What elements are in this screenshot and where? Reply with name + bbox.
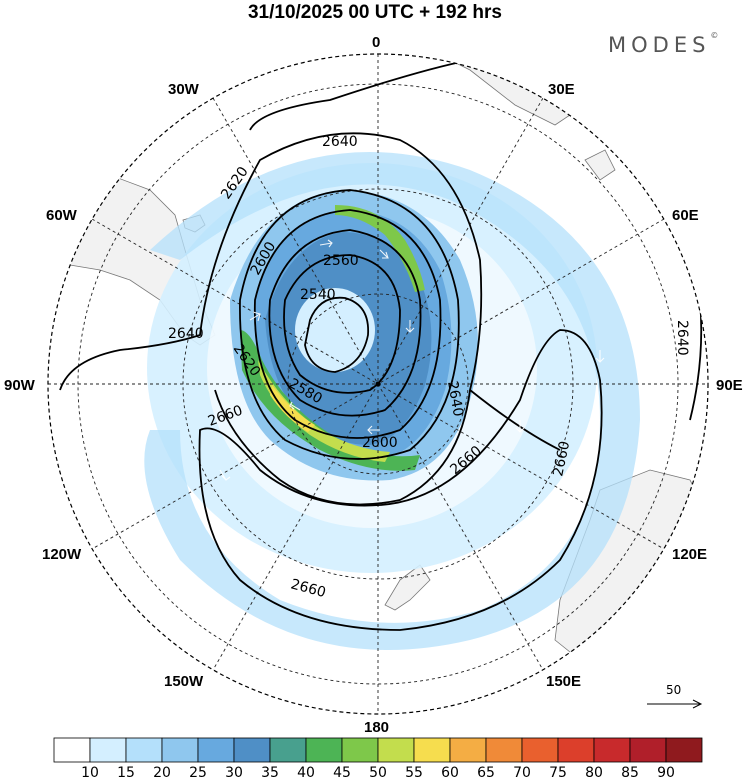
lon-label-180: 180 bbox=[364, 719, 389, 736]
colorbar-swatch bbox=[629, 737, 667, 763]
wind-scale: 50 bbox=[647, 683, 703, 709]
contour-label: 2640 bbox=[322, 134, 358, 150]
colorbar-label: 85 bbox=[621, 765, 639, 781]
contour-2660 bbox=[198, 329, 603, 631]
arrow-right-icon bbox=[647, 699, 703, 709]
lon-label-90w: 90W bbox=[4, 377, 36, 394]
copyright-mark: © bbox=[710, 31, 719, 40]
land-madagascar bbox=[584, 149, 616, 181]
lon-label-60e: 60E bbox=[672, 207, 699, 224]
colorbar-swatch bbox=[341, 737, 379, 763]
colorbar-label: 55 bbox=[405, 765, 423, 781]
colorbar-label: 30 bbox=[225, 765, 243, 781]
colorbar-label: 10 bbox=[81, 765, 99, 781]
map-title: 31/10/2025 00 UTC + 192 hrs bbox=[247, 2, 503, 23]
contour-label: 2640 bbox=[444, 380, 466, 418]
contour-label: 2540 bbox=[300, 287, 336, 303]
colorbar-label: 65 bbox=[477, 765, 495, 781]
colorbar-label: 40 bbox=[297, 765, 315, 781]
contour-label: 2640 bbox=[674, 320, 690, 356]
lon-label-90e: 90E bbox=[716, 377, 743, 394]
lon-label-120e: 120E bbox=[672, 546, 707, 563]
colorbar-label: 70 bbox=[513, 765, 531, 781]
colorbar-swatch bbox=[485, 737, 523, 763]
contour-2600 bbox=[253, 209, 442, 439]
colorbar-label: 75 bbox=[549, 765, 567, 781]
colorbar-swatch bbox=[233, 737, 271, 763]
lon-label-0: 0 bbox=[372, 34, 380, 51]
colorbar-swatch bbox=[197, 737, 235, 763]
brand-name: MODES bbox=[608, 33, 711, 57]
colorbar-swatch bbox=[665, 737, 703, 763]
lon-label-150w: 150W bbox=[164, 673, 204, 690]
map-border bbox=[47, 53, 709, 715]
contour-label: 2560 bbox=[323, 253, 359, 269]
colorbar-swatch bbox=[305, 737, 343, 763]
lon-label-60w: 60W bbox=[46, 207, 78, 224]
lon-label-30e: 30E bbox=[548, 81, 575, 98]
colorbar-swatch bbox=[413, 737, 451, 763]
lon-label-150e: 150E bbox=[546, 673, 581, 690]
brand-logo: MODES© bbox=[608, 31, 719, 57]
lon-label-120w: 120W bbox=[42, 546, 82, 563]
colorbar-swatch bbox=[269, 737, 307, 763]
colorbar-label: 20 bbox=[153, 765, 171, 781]
colorbar-swatch bbox=[125, 737, 163, 763]
colorbar-label: 25 bbox=[189, 765, 207, 781]
contour-label: 2640 bbox=[168, 326, 204, 342]
colorbar-swatch bbox=[521, 737, 559, 763]
colorbar-label: 50 bbox=[369, 765, 387, 781]
colorbar-swatch bbox=[89, 737, 127, 763]
contour-2620 bbox=[239, 189, 460, 460]
longitude-labels: 0 30E 60E 90E 120E 150E 180 150W 120W 90… bbox=[4, 34, 743, 736]
colorbar-swatch bbox=[53, 737, 91, 763]
colorbar-swatch bbox=[593, 737, 631, 763]
colorbar-label: 15 bbox=[117, 765, 135, 781]
lon-label-30w: 30W bbox=[168, 81, 200, 98]
colorbar-swatch bbox=[557, 737, 595, 763]
colorbar-label: 80 bbox=[585, 765, 603, 781]
south-pole-marker bbox=[375, 381, 381, 387]
wind-scale-label: 50 bbox=[666, 683, 681, 697]
colorbar-label: 90 bbox=[657, 765, 675, 781]
contour-label: 2600 bbox=[362, 435, 398, 451]
colorbar-label: 60 bbox=[441, 765, 459, 781]
colorbar: 10 15 20 25 30 35 40 45 50 55 60 65 70 75 80 85 90 bbox=[53, 737, 703, 781]
colorbar-swatch bbox=[161, 737, 199, 763]
colorbar-label: 35 bbox=[261, 765, 279, 781]
map-disk bbox=[48, 54, 708, 714]
colorbar-label: 45 bbox=[333, 765, 351, 781]
wind-vectors bbox=[219, 239, 605, 606]
colorbar-swatch bbox=[377, 737, 415, 763]
contour-2580 bbox=[268, 229, 422, 417]
colorbar-swatch bbox=[449, 737, 487, 763]
contour-2560 bbox=[283, 254, 401, 394]
contour-label: 2660 bbox=[550, 440, 573, 478]
contour-2540 bbox=[304, 296, 369, 373]
